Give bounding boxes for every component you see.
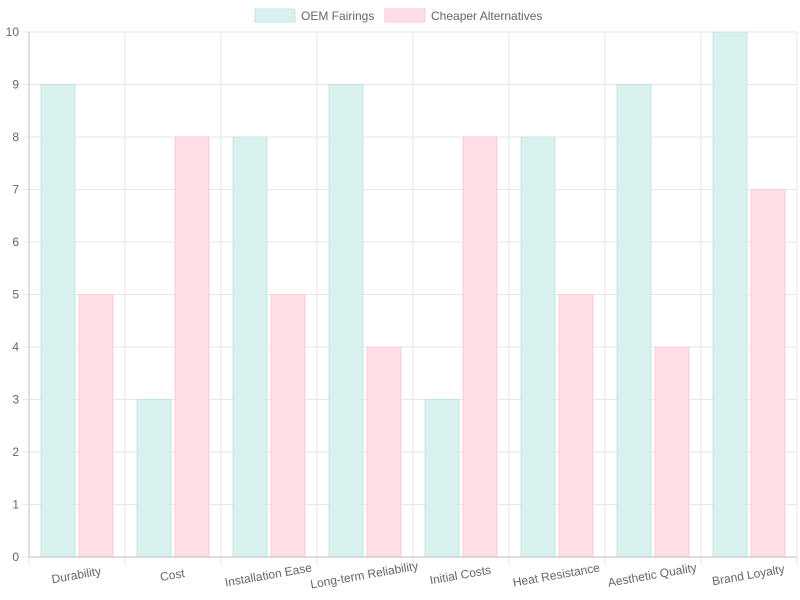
bar-oem-fairings-aesthetic-quality[interactable] <box>616 84 652 558</box>
x-tick-label: Durability <box>50 564 102 586</box>
bar-oem-fairings-heat-resistance[interactable] <box>520 136 556 558</box>
bar-cheaper-alternatives-installation-ease[interactable] <box>270 294 306 558</box>
legend-label-oem-fairings[interactable]: OEM Fairings <box>301 9 374 23</box>
bar-oem-fairings-durability[interactable] <box>40 84 76 558</box>
bar-oem-fairings-brand-loyalty[interactable] <box>712 31 748 558</box>
x-tick-label: Cost <box>159 566 186 584</box>
x-axis-ticks: Durability Cost Installation EaseLong-term… <box>50 559 785 592</box>
y-tick-label: 7 <box>12 183 19 197</box>
bars <box>40 31 786 558</box>
x-tick-label: Long-term Reliability <box>309 559 419 592</box>
x-tick-label: Installation Ease <box>224 560 313 589</box>
y-tick-label: 1 <box>12 498 19 512</box>
bar-oem-fairings-long-term-reliability[interactable] <box>328 84 364 558</box>
bar-oem-fairings-cost[interactable] <box>136 399 172 558</box>
y-tick-label: 4 <box>12 340 19 354</box>
bar-cheaper-alternatives-heat-resistance[interactable] <box>558 294 594 558</box>
legend: OEM Fairings Cheaper Alternatives <box>254 8 542 23</box>
y-tick-label: 8 <box>12 130 19 144</box>
x-tick-label: Heat Resistance <box>512 560 601 589</box>
x-tick-label: Brand Loyalty <box>711 562 786 589</box>
bar-oem-fairings-initial-costs[interactable] <box>424 399 460 558</box>
y-tick-label: 10 <box>6 25 20 39</box>
y-tick-label: 0 <box>12 550 19 564</box>
y-tick-label: 9 <box>12 78 19 92</box>
bar-cheaper-alternatives-durability[interactable] <box>78 294 114 558</box>
y-axis-ticks: 0 1 2 3 4 5 6 7 8 9 10 <box>6 25 29 564</box>
y-tick-label: 3 <box>12 393 19 407</box>
bar-cheaper-alternatives-initial-costs[interactable] <box>462 136 498 558</box>
y-tick-label: 2 <box>12 445 19 459</box>
legend-swatch-cheaper-alternatives[interactable] <box>384 8 426 23</box>
x-tick-label: Initial Costs <box>429 563 493 588</box>
legend-swatch-oem-fairings[interactable] <box>254 8 296 23</box>
bar-cheaper-alternatives-brand-loyalty[interactable] <box>750 189 786 558</box>
bar-oem-fairings-installation-ease[interactable] <box>232 136 268 558</box>
bar-cheaper-alternatives-long-term-reliability[interactable] <box>366 346 402 558</box>
legend-label-cheaper-alternatives[interactable]: Cheaper Alternatives <box>431 9 542 23</box>
bar-cheaper-alternatives-cost[interactable] <box>174 136 210 558</box>
y-tick-label: 5 <box>12 288 19 302</box>
x-tick-label: Aesthetic Quality <box>607 560 698 589</box>
bar-cheaper-alternatives-aesthetic-quality[interactable] <box>654 346 690 558</box>
y-tick-label: 6 <box>12 235 19 249</box>
